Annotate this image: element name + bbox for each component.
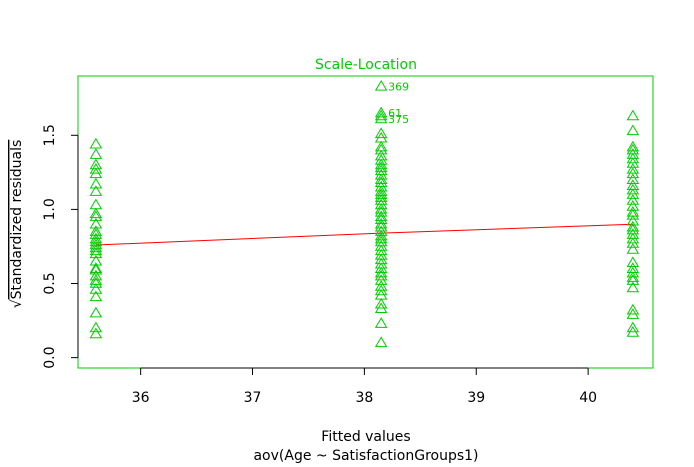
data-point (626, 223, 640, 235)
data-point (89, 158, 103, 170)
data-point (89, 238, 103, 250)
data-point (374, 188, 388, 199)
data-point (374, 127, 388, 139)
data-point (89, 269, 103, 281)
point-label: 375 (388, 113, 409, 126)
data-point (89, 217, 103, 229)
data-point (626, 256, 640, 268)
y-axis-label: √Standardized residuals (9, 140, 25, 309)
data-point (626, 208, 640, 220)
y-tick-label: 1.5 (42, 124, 58, 146)
y-tick-label: 1.0 (42, 198, 58, 220)
data-point (626, 162, 640, 174)
data-point (626, 194, 640, 205)
data-point (626, 281, 640, 293)
x-tick-label: 36 (132, 390, 150, 406)
data-point (626, 109, 640, 121)
data-point (374, 220, 388, 232)
data-point (374, 140, 388, 152)
plot-frame (77, 75, 654, 369)
points-layer (89, 79, 640, 348)
data-point (89, 321, 103, 333)
data-point (89, 198, 103, 210)
data-point (89, 235, 103, 247)
x-tick-label: 39 (467, 390, 485, 406)
data-point (374, 194, 388, 205)
data-point (89, 277, 103, 288)
y-axis: 0.0 0.5 1.0 1.5 (42, 124, 79, 369)
data-point (374, 79, 388, 91)
data-point (626, 205, 640, 217)
data-point (374, 269, 388, 281)
data-point (626, 321, 640, 333)
data-point (89, 290, 103, 302)
data-point (89, 210, 103, 222)
data-point (374, 149, 388, 161)
y-tick-label: 0.5 (42, 272, 58, 294)
chart-subtitle: aov(Age ~ SatisfactionGroups1) (253, 448, 478, 464)
data-point (374, 164, 388, 176)
x-axis: 36 37 38 39 40 (132, 367, 597, 406)
data-point (374, 280, 388, 291)
data-point (89, 228, 103, 239)
x-axis-label: Fitted values (321, 429, 410, 445)
data-point (89, 241, 103, 253)
data-point (626, 173, 640, 185)
data-point (626, 243, 640, 254)
point-label: 369 (388, 80, 409, 93)
x-tick-label: 40 (579, 390, 597, 406)
data-point (626, 124, 640, 136)
x-tick-label: 37 (244, 390, 262, 406)
data-point (374, 235, 388, 247)
data-point (374, 106, 388, 118)
data-point (626, 274, 640, 285)
chart-title: Scale-Location (315, 57, 417, 73)
data-point (626, 143, 640, 155)
data-point (626, 220, 640, 232)
data-point (89, 254, 103, 266)
data-point (89, 263, 103, 275)
data-point (626, 200, 640, 211)
data-point (374, 317, 388, 328)
x-tick-label: 38 (355, 390, 373, 406)
y-axis-label-text: Standardized residuals (9, 140, 25, 300)
data-point (89, 148, 103, 159)
data-point (626, 140, 640, 152)
data-point (626, 303, 640, 315)
data-point (374, 205, 388, 217)
data-point (89, 185, 103, 196)
data-point (626, 214, 640, 226)
data-point (374, 336, 388, 348)
data-point (89, 306, 103, 318)
data-point (374, 143, 388, 155)
data-point (89, 327, 103, 339)
data-point (89, 137, 103, 149)
data-point (89, 247, 103, 259)
data-point (89, 244, 103, 256)
data-point (374, 297, 388, 309)
data-point (89, 207, 103, 219)
smoother-line (95, 223, 633, 246)
y-tick-label: 0.0 (42, 346, 58, 368)
data-point (374, 213, 388, 225)
data-point (89, 177, 103, 189)
data-point (374, 109, 388, 121)
data-point (89, 225, 103, 236)
data-point (374, 112, 388, 124)
data-point (374, 176, 388, 188)
data-point (626, 179, 640, 190)
data-point (89, 262, 103, 273)
data-point (89, 283, 103, 294)
data-point (374, 191, 388, 202)
data-point (374, 161, 388, 173)
data-point (626, 262, 640, 273)
point-label: 61 (388, 107, 402, 120)
y-axis-label-sqrt: √ (9, 299, 25, 308)
data-point (374, 232, 388, 244)
